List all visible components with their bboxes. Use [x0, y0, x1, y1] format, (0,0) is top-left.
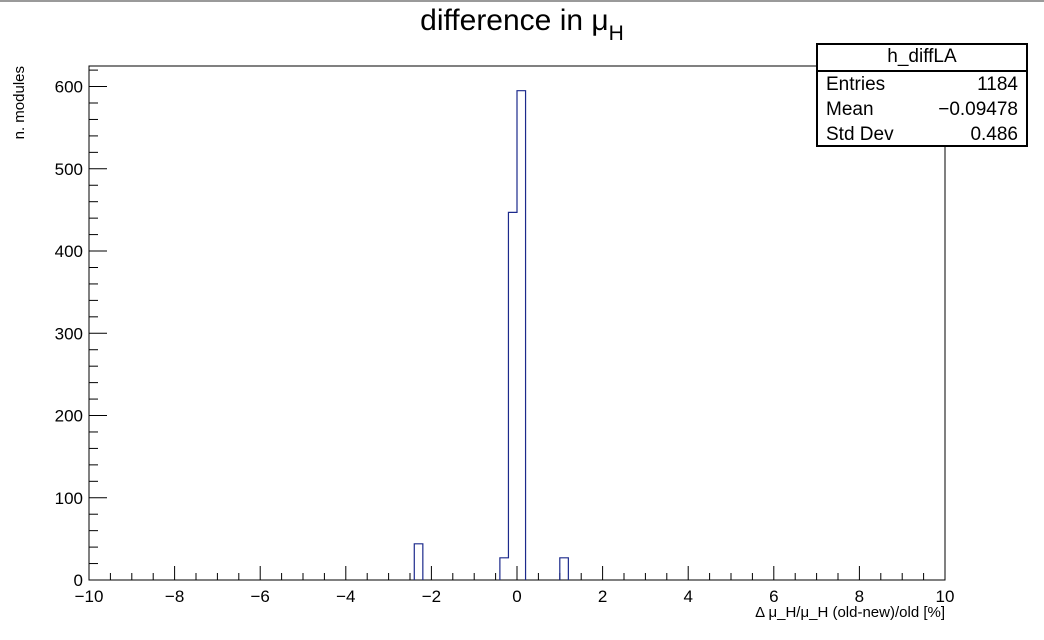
histogram-bin	[414, 544, 423, 580]
y-tick-label: 500	[55, 160, 83, 179]
y-tick-label: 300	[55, 324, 83, 343]
x-tick-label: −8	[165, 587, 184, 606]
chart-title: difference in μH	[0, 4, 1044, 45]
chart-title-subscript: H	[608, 22, 624, 45]
stats-box: h_diffLA Entries 1184 Mean −0.09478 Std …	[816, 43, 1028, 147]
x-tick-label: −4	[336, 587, 355, 606]
stats-label: Entries	[826, 74, 886, 95]
window-top-border	[0, 0, 1044, 2]
x-tick-label: 2	[598, 587, 607, 606]
y-tick-label: 100	[55, 489, 83, 508]
x-tick-label: −6	[251, 587, 270, 606]
y-tick-label: 600	[55, 78, 83, 97]
stats-value: 1184	[977, 74, 1018, 95]
y-axis-label: n. modules	[11, 66, 28, 139]
x-tick-label: 0	[512, 587, 521, 606]
histogram-bin	[560, 558, 569, 580]
stats-row-entries: Entries 1184	[818, 72, 1026, 97]
stats-box-name: h_diffLA	[818, 45, 1026, 72]
x-tick-label: 10	[936, 587, 955, 606]
histogram-bin	[508, 212, 517, 580]
x-tick-label: 8	[855, 587, 864, 606]
x-axis-label: Δ μ_H/μ_H (old-new)/old [%]	[755, 604, 945, 621]
y-tick-label: 200	[55, 407, 83, 426]
y-tick-label: 400	[55, 242, 83, 261]
x-tick-label: 6	[769, 587, 778, 606]
chart-title-text: difference in μ	[420, 4, 609, 37]
stats-label: Mean	[826, 99, 874, 120]
histogram-bin	[517, 91, 526, 580]
y-tick-label: 0	[74, 571, 83, 590]
stats-row-mean: Mean −0.09478	[818, 97, 1026, 122]
histogram-bin	[500, 558, 509, 580]
x-tick-label: −10	[75, 587, 104, 606]
histogram-outline	[413, 90, 569, 580]
x-tick-label: −2	[422, 587, 441, 606]
x-tick-label: 4	[683, 587, 692, 606]
stats-row-stddev: Std Dev 0.486	[818, 122, 1026, 147]
stats-value: −0.09478	[938, 99, 1018, 120]
stats-label: Std Dev	[826, 124, 894, 145]
stats-value: 0.486	[970, 124, 1018, 145]
